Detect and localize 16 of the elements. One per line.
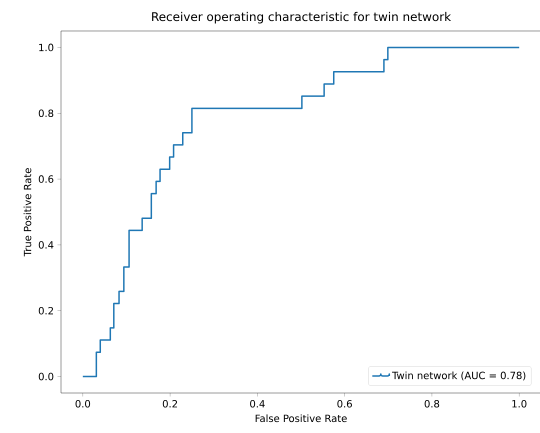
- y-tick-label: 0.0: [38, 372, 54, 380]
- chart-title: Receiver operating characteristic for twin network: [152, 12, 452, 24]
- y-tick-label: 0.4: [38, 241, 54, 249]
- y-tick-label: 0.8: [38, 109, 54, 118]
- x-axis-title: False Positive Rate: [256, 414, 347, 422]
- x-tick-label: 0.8: [424, 400, 440, 408]
- x-tick-label: 0.2: [162, 400, 178, 408]
- x-tick-label: 0.6: [337, 400, 352, 408]
- y-axis-title: True Positive Rate: [24, 168, 32, 256]
- y-tick-label: 0.2: [38, 306, 53, 314]
- y-tick-label: 1.0: [39, 44, 54, 52]
- x-tick-label: 0.0: [76, 400, 90, 408]
- x-tick-label: 0.4: [250, 400, 265, 408]
- x-tick-label: 1.0: [512, 400, 526, 408]
- legend-label: Twin network (AUC = 0.78): [392, 371, 526, 380]
- y-tick-label: 0.6: [38, 175, 54, 183]
